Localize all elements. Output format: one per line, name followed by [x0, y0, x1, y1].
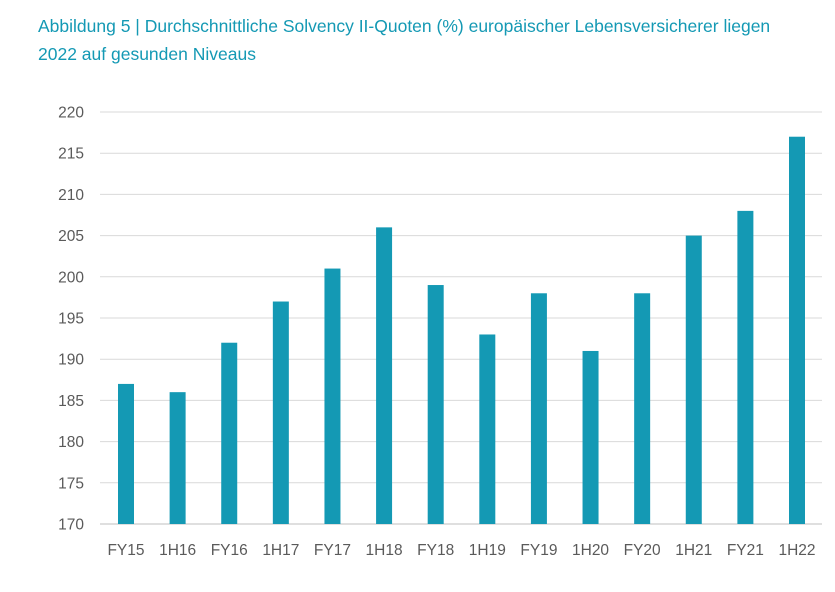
x-tick-label: 1H21	[675, 542, 712, 559]
bar-fy16	[221, 342, 238, 524]
y-axis-tick-labels: 170 175 180 185 190 195 200 205 210 215 220	[58, 105, 84, 534]
bar-fy19	[530, 293, 547, 524]
bar-1h18	[376, 227, 393, 525]
y-tick-label: 210	[58, 187, 84, 204]
x-tick-label: FY20	[624, 542, 661, 559]
y-tick-label: 170	[58, 517, 84, 534]
x-tick-label: FY21	[727, 542, 764, 559]
x-tick-label: 1H19	[469, 542, 506, 559]
y-tick-label: 175	[58, 475, 84, 492]
x-tick-label: FY17	[314, 542, 351, 559]
y-tick-label: 190	[58, 352, 84, 369]
y-tick-label: 180	[58, 434, 84, 451]
x-tick-label: FY15	[107, 542, 144, 559]
bar-1h22	[789, 136, 805, 524]
bar-1h19	[479, 334, 496, 524]
x-axis-tick-labels: FY15 1H16 FY16 1H17 FY17 1H18 FY18 1H19 FY19 1H20…	[107, 542, 815, 559]
bar-fy20	[634, 293, 651, 524]
x-tick-label: 1H16	[159, 542, 196, 559]
bar-1h17	[272, 301, 289, 524]
bar-1h20	[582, 350, 599, 524]
x-tick-label: 1H22	[778, 542, 815, 559]
bar-fy18	[427, 285, 444, 524]
x-tick-label: FY18	[417, 542, 454, 559]
y-tick-label: 195	[58, 311, 84, 328]
chart-title-line-2: 2022 auf gesunden Niveaus	[38, 44, 256, 64]
bar-fy21	[737, 210, 754, 524]
bar-1h16	[169, 392, 186, 524]
x-tick-label: 1H18	[366, 542, 403, 559]
gridlines	[100, 111, 822, 525]
y-tick-label: 215	[58, 146, 84, 163]
bar-fy15	[118, 383, 134, 524]
y-tick-label: 200	[58, 269, 84, 286]
x-tick-label: FY19	[520, 542, 557, 559]
bar-fy17	[324, 268, 341, 524]
chart-title-line-1: Abbildung 5 | Durchschnittliche Solvency…	[38, 16, 771, 36]
bars	[118, 136, 805, 525]
y-tick-label: 220	[58, 105, 84, 122]
x-tick-label: 1H20	[572, 542, 609, 559]
bar-1h21	[685, 235, 702, 524]
x-tick-label: 1H17	[262, 542, 299, 559]
x-tick-label: FY16	[211, 542, 248, 559]
y-tick-label: 185	[58, 393, 84, 410]
chart-title: Abbildung 5 | Durchschnittliche Solvency…	[38, 12, 828, 68]
y-tick-label: 205	[58, 228, 84, 245]
